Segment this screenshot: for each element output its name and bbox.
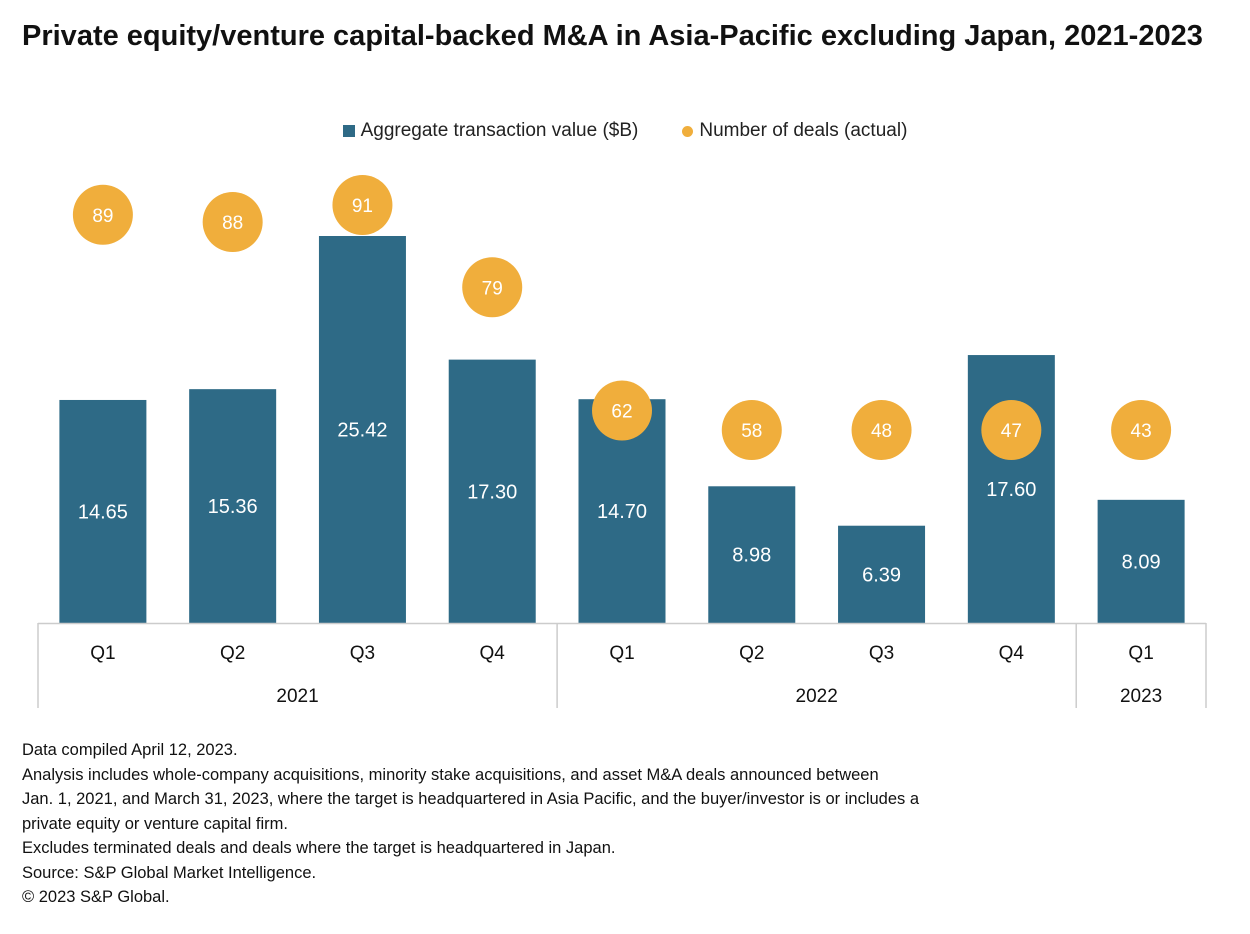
note-analysis-3: private equity or venture capital firm. bbox=[22, 814, 288, 833]
deal-dot-6 bbox=[721, 400, 782, 460]
note-analysis-2: Jan. 1, 2021, and March 31, 2023, where … bbox=[22, 790, 920, 808]
bar-value-label: 6.39 bbox=[862, 564, 901, 586]
deal-value-label: 91 bbox=[352, 196, 373, 217]
legend-item-deals: Number of deals (actual) bbox=[682, 120, 907, 142]
x-tick-label: Q3 bbox=[869, 643, 894, 664]
note-analysis-1: Analysis includes whole-company acquisit… bbox=[22, 765, 879, 784]
chart-title: Private equity/venture capital-backed M&… bbox=[22, 20, 1203, 52]
note-copyright: © 2023 S&P Global. bbox=[22, 888, 170, 906]
bar-3 bbox=[318, 236, 406, 623]
deal-dot-2 bbox=[202, 192, 263, 252]
x-tick-label: Q1 bbox=[1128, 643, 1153, 664]
deal-dot-4 bbox=[462, 257, 523, 318]
bar-value-label: 25.42 bbox=[337, 420, 387, 442]
bar-9 bbox=[1097, 499, 1185, 623]
deal-dot-8 bbox=[981, 400, 1042, 460]
bar-value-label: 17.60 bbox=[986, 479, 1036, 501]
bar-6 bbox=[708, 486, 796, 623]
legend-label-deals: Number of deals (actual) bbox=[699, 120, 908, 141]
bar-7 bbox=[838, 525, 926, 623]
deal-value-label: 43 bbox=[1131, 421, 1152, 442]
bar-4 bbox=[448, 359, 536, 623]
deal-value-label: 48 bbox=[871, 421, 892, 442]
footnotes: Data compiled April 12, 2023. Analysis i… bbox=[22, 738, 1232, 910]
legend: Aggregate transaction value ($B) Number … bbox=[0, 120, 1250, 142]
bar-8 bbox=[967, 355, 1055, 623]
legend-item-transaction-value: Aggregate transaction value ($B) bbox=[342, 120, 639, 142]
bar-value-label: 17.30 bbox=[467, 481, 517, 503]
deal-dot-9 bbox=[1111, 400, 1172, 460]
x-tick-label: Q4 bbox=[999, 643, 1025, 664]
bar-value-label: 8.98 bbox=[732, 545, 771, 567]
deal-value-label: 79 bbox=[482, 278, 503, 299]
dot-swatch-icon bbox=[682, 125, 694, 137]
note-excludes: Excludes terminated deals and deals wher… bbox=[22, 839, 616, 857]
bar-value-label: 14.70 bbox=[597, 501, 647, 523]
deal-dot-1 bbox=[72, 184, 133, 245]
square-swatch-icon bbox=[342, 125, 355, 137]
x-tick-label: Q2 bbox=[739, 643, 764, 664]
deal-dot-7 bbox=[851, 400, 912, 460]
deal-value-label: 58 bbox=[741, 421, 762, 442]
group-label-2023: 2023 bbox=[1120, 686, 1162, 707]
deal-value-label: 47 bbox=[1001, 421, 1022, 442]
bar-value-label: 15.36 bbox=[208, 496, 258, 518]
bar-2 bbox=[189, 389, 277, 623]
bar-value-label: 8.09 bbox=[1122, 551, 1161, 573]
group-label-2021: 2021 bbox=[276, 686, 318, 707]
legend-label-transaction-value: Aggregate transaction value ($B) bbox=[360, 120, 639, 141]
x-tick-label: Q4 bbox=[480, 643, 506, 664]
combo-chart: 14.65 89 Q1 15.36 88 Q2 25.42 91 Q3 17.30 79 Q4 14.7… bbox=[37, 175, 1207, 708]
x-tick-label: Q3 bbox=[350, 643, 375, 664]
note-source: Source: S&P Global Market Intelligence. bbox=[22, 863, 317, 882]
bar-1 bbox=[59, 399, 147, 623]
x-tick-label: Q2 bbox=[220, 643, 245, 664]
deal-dot-5 bbox=[592, 380, 652, 441]
deal-value-label: 62 bbox=[611, 402, 632, 423]
note-compiled: Data compiled April 12, 2023. bbox=[22, 741, 238, 759]
deal-dot-3 bbox=[332, 175, 393, 235]
group-label-2022: 2022 bbox=[796, 686, 838, 707]
deal-value-label: 88 bbox=[222, 213, 243, 234]
bar-value-label: 14.65 bbox=[78, 501, 128, 523]
deal-value-label: 89 bbox=[92, 206, 113, 227]
x-tick-label: Q1 bbox=[90, 643, 115, 664]
x-tick-label: Q1 bbox=[609, 643, 634, 664]
